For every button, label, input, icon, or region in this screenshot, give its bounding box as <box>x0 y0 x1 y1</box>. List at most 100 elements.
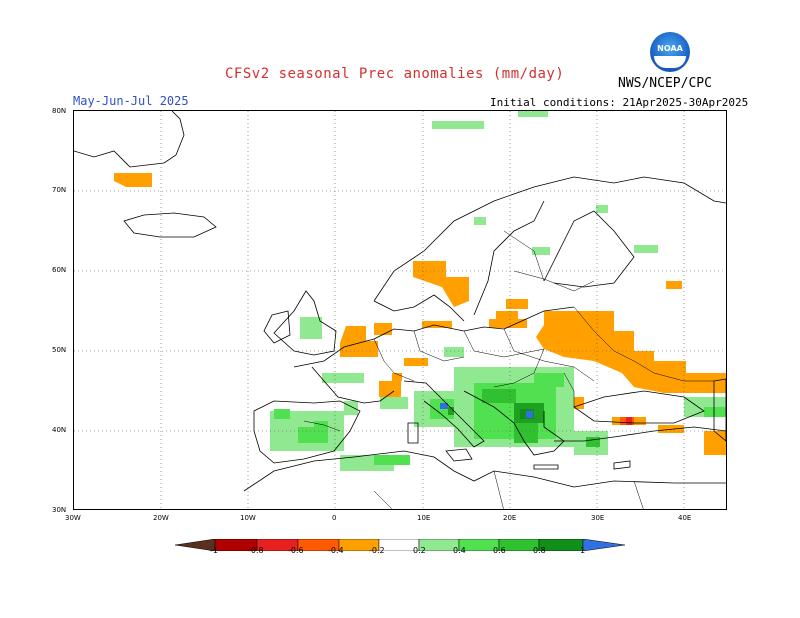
border-6 <box>493 348 545 388</box>
legend-label-0-2: 0.2 <box>413 546 426 555</box>
border-12 <box>373 490 393 509</box>
legend-label-minus-0-4: -0.4 <box>328 546 344 555</box>
coast-sweden <box>473 200 545 316</box>
color-legend-bar <box>174 538 626 552</box>
legend-swatch-highest <box>582 538 626 552</box>
anomaly-france-dry <box>379 381 401 397</box>
anomaly-baltic-dry-2 <box>496 311 518 321</box>
gridlines <box>74 111 726 509</box>
lon-label-10w: 10W <box>240 514 256 522</box>
border-4 <box>503 328 595 382</box>
anomaly-map <box>73 110 727 510</box>
coast-black-sea <box>573 390 705 424</box>
anomaly-caucasus-wet <box>704 407 726 417</box>
map-canvas <box>74 111 726 509</box>
coast-iceland <box>123 212 217 238</box>
lat-label-40n: 40N <box>52 426 67 434</box>
anomaly-svalbard-wet <box>518 111 548 117</box>
legend-label-minus-1: -1 <box>210 546 218 555</box>
lat-label-50n: 50N <box>52 346 67 354</box>
anomaly-anatolia-wet-2 <box>586 437 600 447</box>
lat-label-80n: 80N <box>52 107 67 115</box>
lat-label-30n: 30N <box>52 506 67 514</box>
border-13 <box>493 470 504 509</box>
coast-iberia <box>253 400 361 464</box>
anomaly-caucasus-dry <box>704 431 726 455</box>
legend-label-minus-0-2: -0.2 <box>369 546 385 555</box>
anomaly-uk-wet <box>300 317 322 339</box>
coast-france <box>311 366 395 404</box>
anomaly-iberia-wet-4 <box>314 421 328 429</box>
anomaly-iberia-wet-2 <box>274 409 290 419</box>
anomaly-turkey-red <box>626 417 632 425</box>
anomaly-baltic-wet <box>532 247 550 255</box>
lon-label-30e: 30E <box>591 514 605 522</box>
anomaly-balkans-strong-wet <box>526 411 533 418</box>
coast-finland <box>543 210 635 288</box>
border-10 <box>513 270 595 292</box>
coast-sardinia <box>407 422 419 444</box>
border-3 <box>463 330 545 358</box>
anomaly-alps-dry <box>404 358 428 366</box>
anomaly-east-europe-dry <box>536 311 726 393</box>
lat-label-70n: 70N <box>52 186 67 194</box>
border-9 <box>633 360 714 382</box>
border-5 <box>573 306 635 362</box>
anomaly-iberia-wet-3 <box>298 427 328 443</box>
anomaly-greece-wet <box>514 423 538 443</box>
coast-italy <box>403 380 485 448</box>
coast-scandinavia <box>373 176 726 302</box>
coast-norway-south <box>373 294 465 322</box>
legend-label-0-4: 0.4 <box>453 546 466 555</box>
country-borders <box>303 230 714 509</box>
border-14 <box>633 480 644 509</box>
coast-ireland <box>263 310 291 344</box>
coast-caspian <box>713 378 726 442</box>
anomaly-germany-dry <box>374 323 392 335</box>
anomaly-romania-wet <box>534 373 564 387</box>
legend-label-minus-0-8: -0.8 <box>248 546 264 555</box>
legend-label-0-8: 0.8 <box>533 546 546 555</box>
initial-conditions: Initial conditions: 21Apr2025-30Apr2025 <box>490 96 749 109</box>
lon-label-20e: 20E <box>503 514 517 522</box>
coast-sicily <box>445 448 473 462</box>
lon-label-0: 0 <box>332 514 337 522</box>
coast-balkans <box>463 390 565 456</box>
anomaly-norway-wet <box>474 217 486 225</box>
coast-continent <box>293 306 575 368</box>
lon-label-20w: 20W <box>153 514 169 522</box>
legend-label-0-6: 0.6 <box>493 546 506 555</box>
anomaly-sweden-dry <box>422 321 452 328</box>
anomaly-balkans-wet-3 <box>482 389 516 403</box>
anomaly-germany-wet <box>444 347 464 357</box>
anomaly-benelux-dry <box>340 326 378 357</box>
legend-label-1: 1 <box>580 546 586 555</box>
coast-north-africa <box>243 450 726 492</box>
coast-crete <box>533 464 559 470</box>
map-title: CFSv2 seasonal Prec anomalies (mm/day) <box>225 66 565 82</box>
forecast-period: May-Jun-Jul 2025 <box>73 94 189 108</box>
lon-label-10e: 10E <box>417 514 431 522</box>
anomaly-baltic-dry <box>506 299 528 309</box>
anomaly-italy-wet-3 <box>448 407 456 415</box>
anomaly-france-wet-2 <box>380 397 408 409</box>
coast-britain <box>273 290 337 356</box>
anomaly-north-africa-wet-2 <box>374 455 410 465</box>
anomaly-iberia-wet-5 <box>344 401 358 415</box>
noaa-logo: NOAA <box>650 32 690 72</box>
lon-label-30w: 30W <box>65 514 81 522</box>
legend-label-minus-0-6: -0.6 <box>288 546 304 555</box>
legend-swatch-lowest <box>174 538 216 552</box>
lat-label-60n: 60N <box>52 266 67 274</box>
coast-cyprus <box>613 460 631 470</box>
logo-text: NOAA <box>657 44 683 53</box>
anomaly-finland-wet <box>596 205 608 213</box>
coast-greenland <box>74 111 185 168</box>
logo-wave-icon <box>654 56 686 68</box>
coast-turkey <box>554 426 726 442</box>
anomaly-norway-dry <box>413 261 469 307</box>
anomaly-france-wet <box>322 373 364 383</box>
border-7 <box>563 372 575 407</box>
border-1 <box>373 338 415 382</box>
anomaly-russia-wet <box>634 245 658 253</box>
